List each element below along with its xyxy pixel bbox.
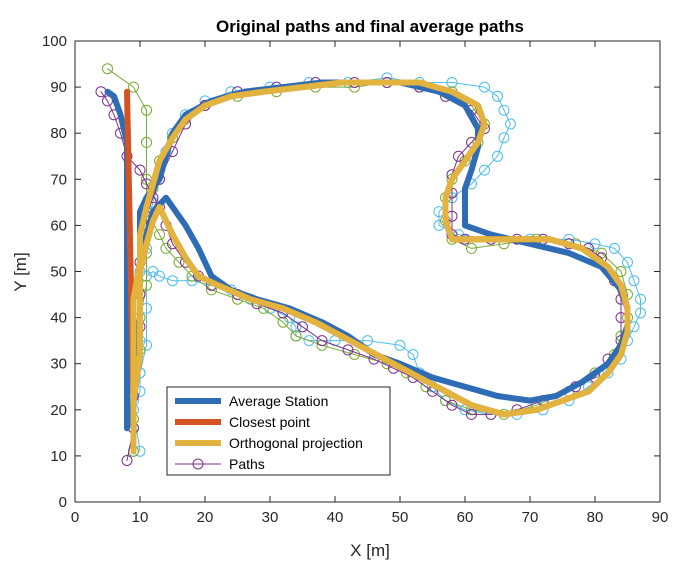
y-tick-label: 70 (50, 171, 67, 188)
y-tick-label: 100 (42, 33, 67, 50)
data-point (492, 150, 503, 162)
data-point (635, 307, 646, 319)
data-point (121, 455, 133, 466)
y-tick-label: 80 (50, 125, 67, 142)
x-tick-label: 0 (71, 509, 79, 526)
y-axis-label: Y [m] (11, 252, 30, 291)
data-point (446, 399, 458, 411)
data-point (303, 335, 315, 347)
data-point (342, 344, 354, 356)
data-point (141, 136, 152, 148)
y-tick-label: 90 (50, 79, 67, 96)
y-tick-label: 10 (50, 448, 67, 465)
data-point (277, 316, 289, 328)
y-tick-label: 60 (50, 217, 67, 234)
legend: Average Station Closest point Orthogonal p… (166, 386, 391, 476)
data-point (609, 242, 620, 254)
x-axis-label: X [m] (350, 541, 390, 560)
data-point (628, 275, 640, 287)
legend-item: Average Station (175, 393, 328, 409)
series-line-orthogonal-projection (130, 79, 631, 455)
data-point (492, 90, 503, 102)
x-tick-label: 70 (522, 509, 539, 526)
y-tick-label: 0 (59, 494, 67, 511)
data-point (622, 256, 633, 268)
y-tick-label: 40 (50, 310, 67, 327)
data-point (154, 229, 165, 241)
x-tick-label: 80 (587, 509, 604, 526)
legend-label: Orthogonal projection (229, 435, 363, 451)
legend-item: Closest point (175, 414, 310, 430)
data-point (173, 256, 185, 268)
data-point (498, 104, 510, 116)
plot-area (95, 63, 646, 466)
data-point (362, 335, 373, 347)
legend-label: Paths (229, 456, 265, 472)
legend-label: Closest point (229, 414, 310, 430)
data-point (479, 164, 490, 176)
legend-item: Orthogonal projection (175, 435, 363, 451)
data-point (635, 293, 646, 305)
data-point (466, 242, 477, 254)
data-point (479, 81, 490, 93)
axes: 0 10 20 30 40 50 60 70 80 90 0 10 20 30 40 50 60 70 80 90 10… (42, 33, 668, 526)
x-tick-label: 60 (457, 509, 474, 526)
x-tick-label: 30 (262, 509, 279, 526)
series-average-station (104, 79, 631, 450)
y-tick-label: 20 (50, 402, 67, 419)
data-point (498, 132, 510, 144)
data-point (141, 104, 152, 116)
data-point (297, 321, 308, 333)
legend-item: Paths (175, 456, 265, 472)
x-tick-label: 40 (327, 509, 344, 526)
y-tick-label: 30 (50, 356, 67, 373)
chart-title: Original paths and final average paths (216, 17, 524, 36)
data-point (167, 275, 178, 287)
data-point (505, 118, 516, 130)
x-tick-label: 50 (392, 509, 409, 526)
data-point (102, 63, 113, 75)
data-point (446, 77, 458, 88)
data-point (453, 150, 464, 162)
x-tick-label: 90 (652, 509, 669, 526)
data-point (466, 408, 477, 420)
x-tick-label: 10 (132, 509, 149, 526)
y-tick-label: 50 (50, 264, 67, 281)
data-point (134, 164, 146, 176)
series-orthogonal-projection (130, 79, 631, 455)
legend-marker (192, 458, 204, 470)
x-tick-label: 20 (197, 509, 214, 526)
data-point (128, 81, 139, 93)
data-point (290, 330, 302, 342)
data-point (316, 335, 328, 347)
legend-label: Average Station (229, 393, 328, 409)
series-line-average-station (104, 79, 631, 450)
data-point (394, 339, 406, 351)
data-point (615, 266, 627, 277)
data-point (407, 349, 419, 360)
